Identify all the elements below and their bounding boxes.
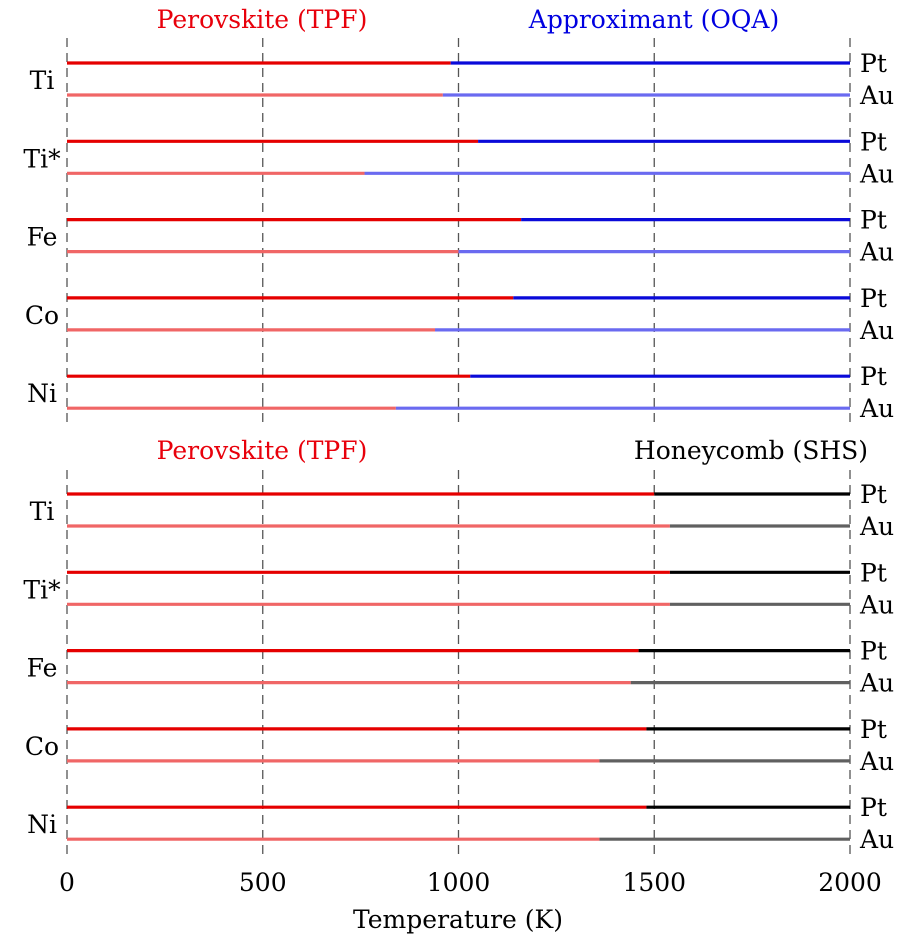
substrate-label: Pt bbox=[860, 49, 887, 78]
substrate-label: Pt bbox=[860, 284, 887, 313]
element-label: Ti bbox=[30, 66, 55, 95]
element-label: Fe bbox=[27, 223, 58, 252]
element-label: Co bbox=[25, 732, 59, 761]
substrate-label: Au bbox=[859, 316, 894, 345]
substrate-label: Au bbox=[859, 81, 894, 110]
x-axis-ticks: 0 500 1000 1500 2000 bbox=[59, 868, 882, 897]
substrate-label: Pt bbox=[860, 127, 887, 156]
element-label: Ti* bbox=[23, 144, 61, 173]
element-label: Ni bbox=[27, 379, 57, 408]
substrate-label: Au bbox=[859, 590, 894, 619]
substrate-label: Au bbox=[859, 394, 894, 423]
substrate-label: Au bbox=[859, 238, 894, 267]
x-tick-label: 1500 bbox=[622, 868, 686, 897]
substrate-label: Pt bbox=[860, 206, 887, 235]
top-phase-low-label: Perovskite (TPF) bbox=[157, 5, 368, 34]
x-tick-label: 1000 bbox=[427, 868, 491, 897]
element-label: Ni bbox=[27, 810, 57, 839]
substrate-label: Pt bbox=[860, 715, 887, 744]
element-label: Fe bbox=[27, 654, 58, 683]
substrate-label: Pt bbox=[860, 637, 887, 666]
x-tick-label: 500 bbox=[239, 868, 287, 897]
substrate-label: Pt bbox=[860, 558, 887, 587]
substrate-label: Pt bbox=[860, 362, 887, 391]
substrate-label: Pt bbox=[860, 793, 887, 822]
element-label: Ti bbox=[30, 497, 55, 526]
substrate-label: Au bbox=[859, 825, 894, 854]
substrate-label: Pt bbox=[860, 480, 887, 509]
x-tick-label: 0 bbox=[59, 868, 75, 897]
bottom-phase-high-label: Honeycomb (SHS) bbox=[634, 436, 868, 465]
x-axis-label: Temperature (K) bbox=[353, 905, 563, 934]
x-tick-label: 2000 bbox=[818, 868, 882, 897]
substrate-label: Au bbox=[859, 512, 894, 541]
element-label: Ti* bbox=[23, 575, 61, 604]
substrate-label: Au bbox=[859, 669, 894, 698]
element-label: Co bbox=[25, 301, 59, 330]
substrate-label: Au bbox=[859, 747, 894, 776]
substrate-label: Au bbox=[859, 159, 894, 188]
top-phase-high-label: Approximant (OQA) bbox=[528, 5, 779, 34]
bottom-phase-low-label: Perovskite (TPF) bbox=[157, 436, 368, 465]
